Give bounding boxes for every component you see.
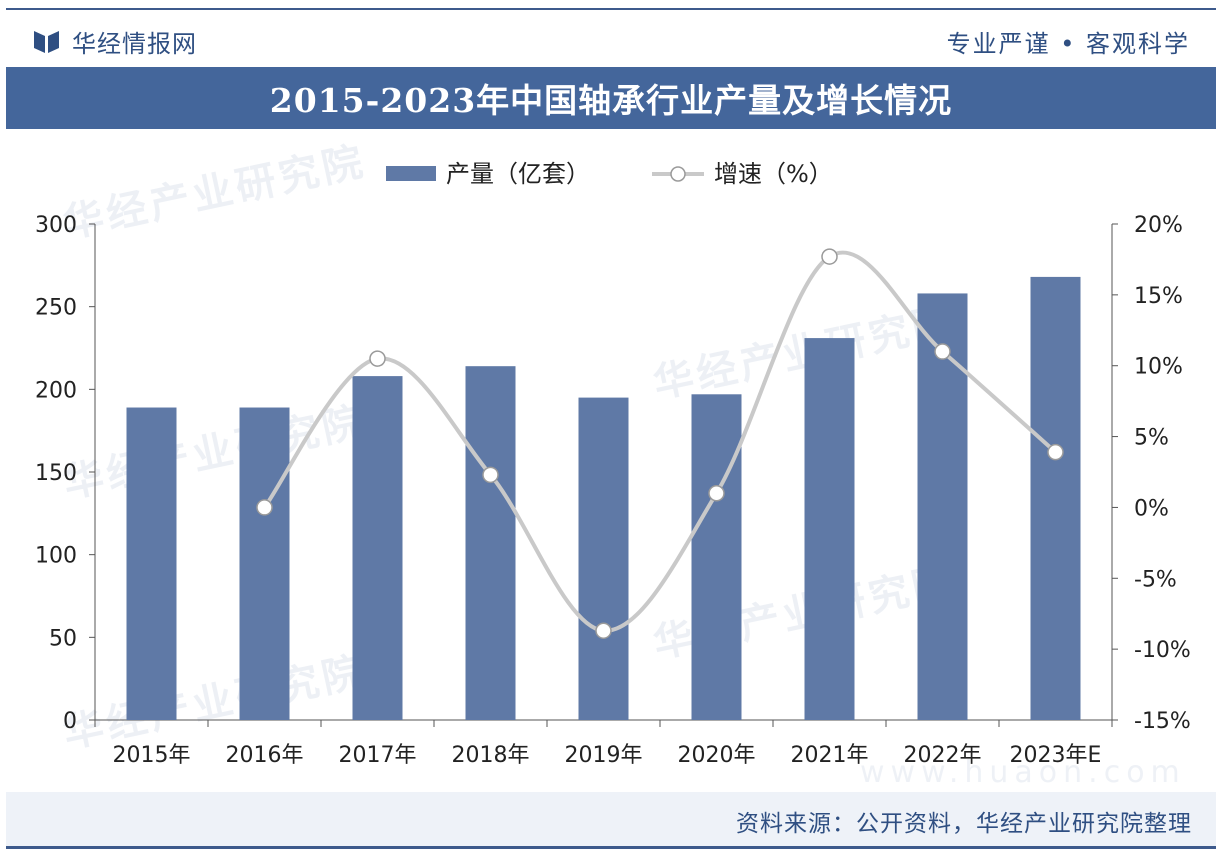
growth-point <box>369 350 386 367</box>
growth-point <box>708 485 725 502</box>
y-right-tick-label: 5% <box>1134 426 1169 451</box>
y-left-tick-label: 250 <box>35 296 77 321</box>
bar <box>691 394 742 720</box>
x-tick-label: 2023年E <box>1010 743 1102 768</box>
y-left-tick-label: 100 <box>35 544 77 569</box>
bar <box>465 366 516 720</box>
y-right-tick-label: -10% <box>1134 638 1191 663</box>
header-rule <box>6 8 1216 10</box>
y-left-tick-label: 50 <box>49 626 77 651</box>
y-right-tick-label: 15% <box>1134 284 1183 309</box>
y-left-tick-label: 150 <box>35 461 77 486</box>
bar <box>126 407 177 720</box>
growth-point <box>821 248 838 265</box>
footer: 资料来源：公开资料，华经产业研究院整理 <box>6 792 1216 849</box>
growth-line <box>262 250 1057 633</box>
growth-point <box>595 622 612 639</box>
legend-label-line: 增速（%） <box>714 160 833 188</box>
chart-svg: 0 50 100 150 200 250 300 -15% -10% -5% 0% 5% 10% 15% 2… <box>35 160 1191 768</box>
x-tick-label: 2019年 <box>565 743 643 768</box>
brand-logo: 华经情报网 <box>32 24 197 59</box>
y-right-tick-label: -5% <box>1134 567 1177 592</box>
legend-swatch-bar <box>386 166 436 181</box>
x-tick-label: 2022年 <box>904 743 982 768</box>
title-bar: 2015-2023年中国轴承行业产量及增长情况 <box>6 67 1216 129</box>
growth-point <box>1047 443 1064 461</box>
bar <box>804 338 855 720</box>
slogan: 专业严谨 • 客观科学 <box>946 30 1190 58</box>
bar <box>239 407 290 720</box>
growth-point <box>256 499 273 516</box>
y-left-tick-label: 300 <box>35 213 77 238</box>
y-left-tick-label: 0 <box>63 709 77 734</box>
y-left-tick-label: 200 <box>35 378 77 403</box>
growth-point <box>934 343 951 360</box>
bar <box>352 376 403 720</box>
source-note: 资料来源：公开资料，华经产业研究院整理 <box>736 811 1192 837</box>
x-tick-label: 2016年 <box>226 743 304 768</box>
header: 华经情报网 专业严谨 • 客观科学 <box>0 0 1222 66</box>
x-tick-label: 2017年 <box>339 743 417 768</box>
y-right-tick-label: 20% <box>1134 213 1183 238</box>
x-tick-label: 2020年 <box>678 743 756 768</box>
y-right-tick-label: 10% <box>1134 355 1183 380</box>
y-right-tick-label: 0% <box>1134 496 1169 521</box>
logo-icon <box>34 30 59 53</box>
bar <box>578 397 629 720</box>
x-tick-label: 2018年 <box>452 743 530 768</box>
bar <box>1030 276 1081 720</box>
growth-point <box>482 466 499 484</box>
x-tick-label: 2015年 <box>113 743 191 768</box>
y-right-tick-label: -15% <box>1134 709 1191 734</box>
chart-title: 2015-2023年中国轴承行业产量及增长情况 <box>269 81 953 120</box>
legend-swatch-marker <box>670 166 686 182</box>
legend-label-bar: 产量（亿套） <box>446 160 590 188</box>
x-tick-label: 2021年 <box>791 743 869 768</box>
brand-name: 华经情报网 <box>72 30 197 58</box>
chart-area: 0 50 100 150 200 250 300 -15% -10% -5% 0% 5% 10% 15% 2… <box>0 130 1222 790</box>
